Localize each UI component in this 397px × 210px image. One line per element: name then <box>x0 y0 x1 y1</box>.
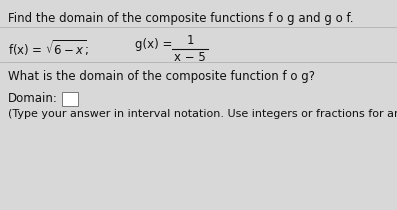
Text: x − 5: x − 5 <box>174 51 206 64</box>
Text: Domain:: Domain: <box>8 92 58 105</box>
Text: What is the domain of the composite function f o g?: What is the domain of the composite func… <box>8 70 315 83</box>
Text: g(x) =: g(x) = <box>135 38 176 51</box>
Text: Find the domain of the composite functions f o g and g o f.: Find the domain of the composite functio… <box>8 12 353 25</box>
FancyBboxPatch shape <box>62 92 78 106</box>
Text: f(x) = $\sqrt{6-x}$;: f(x) = $\sqrt{6-x}$; <box>8 38 89 58</box>
Text: 1: 1 <box>186 34 194 47</box>
Text: (Type your answer in interval notation. Use integers or fractions for any number: (Type your answer in interval notation. … <box>8 109 397 119</box>
